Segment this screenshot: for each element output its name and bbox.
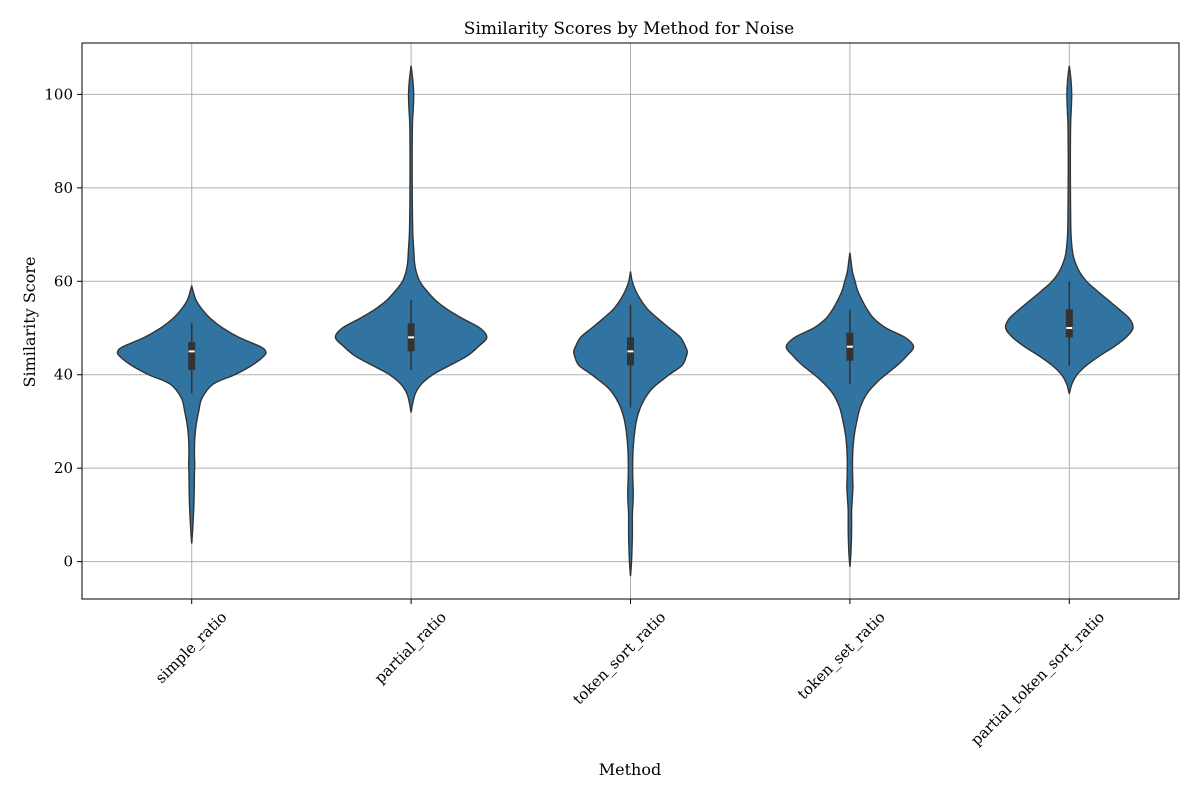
violin-median [627, 350, 634, 353]
violin-iqr-box [1065, 309, 1073, 338]
y-tick-label: 100 [44, 85, 73, 103]
x-tick-label: token_sort_ratio [569, 608, 669, 708]
x-tick-label: partial_ratio [371, 608, 450, 687]
violin-simple_ratio [116, 285, 267, 544]
y-tick-label: 40 [54, 366, 73, 384]
violin-iqr-box [188, 342, 196, 371]
chart-title: Similarity Scores by Method for Noise [464, 19, 794, 39]
violin-layer [116, 65, 1134, 577]
tick-layer: 0 20 40 60 80 100 simple_ratio partial_ratio tok… [44, 85, 1108, 749]
x-tick-label: partial_token_sort_ratio [967, 608, 1108, 749]
violin-token_set_ratio [785, 252, 915, 567]
violin-token_sort_ratio [572, 271, 689, 577]
violin-partial_token_sort_ratio [1004, 65, 1134, 395]
violin-median [846, 345, 853, 348]
violin-body [572, 271, 689, 577]
x-tick-label: simple_ratio [152, 608, 231, 687]
y-tick-label: 0 [63, 553, 73, 571]
y-axis-label: Similarity Score [20, 256, 39, 387]
x-tick-label: token_set_ratio [794, 608, 889, 703]
x-axis-label: Method [599, 760, 661, 779]
violin-body [1004, 65, 1134, 395]
y-tick-label: 20 [54, 459, 73, 477]
y-tick-label: 80 [54, 179, 73, 197]
y-tick-label: 60 [54, 272, 73, 290]
violin-body [785, 252, 915, 567]
violin-median [188, 350, 195, 353]
violin-partial_ratio [334, 65, 488, 413]
violin-body [334, 65, 488, 413]
violin-median [408, 336, 415, 339]
violin-body [116, 285, 267, 544]
violin-median [1066, 327, 1073, 330]
